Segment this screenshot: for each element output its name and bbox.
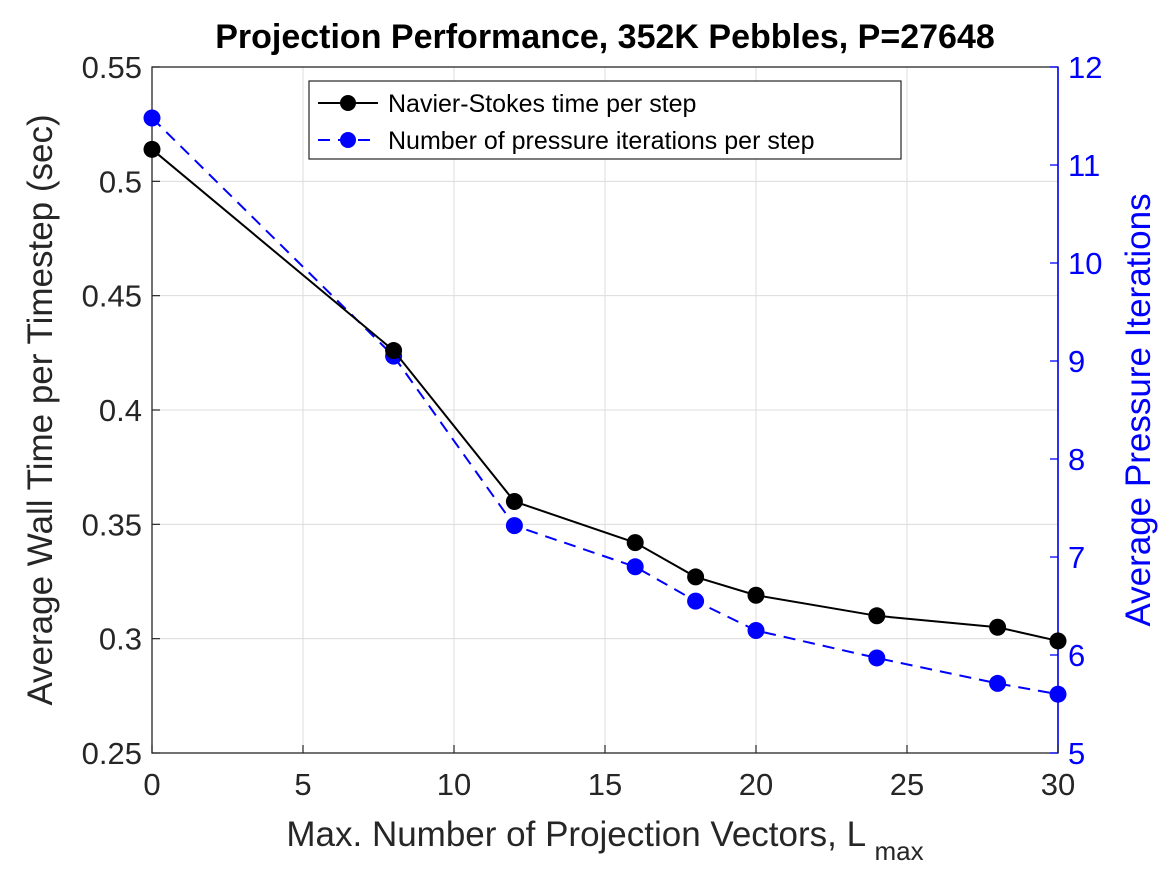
- data-series: [143, 109, 1067, 703]
- y-left-tick-label: 0.25: [82, 736, 142, 771]
- y-left-tick-label: 0.4: [99, 393, 142, 428]
- data-point-navier-stokes: [747, 586, 765, 604]
- data-point-pressure-iterations: [747, 622, 765, 639]
- data-point-pressure-iterations: [687, 592, 705, 610]
- data-point-pressure-iterations: [1049, 685, 1067, 703]
- y-axis-label-right: Average Pressure Iterations: [1119, 193, 1158, 626]
- y-right-tick-label: 10: [1068, 246, 1102, 281]
- legend: Navier-Stokes time per step Number of pr…: [308, 80, 902, 160]
- legend-box: [308, 80, 902, 160]
- data-point-navier-stokes: [385, 342, 403, 360]
- data-point-navier-stokes: [505, 492, 523, 510]
- x-axis-label: Max. Number of Projection Vectors, L max: [286, 815, 923, 866]
- chart-title: Projection Performance, 352K Pebbles, P=…: [215, 18, 995, 56]
- data-point-navier-stokes: [1049, 632, 1067, 650]
- y-right-tick-label: 8: [1068, 442, 1085, 477]
- data-point-navier-stokes: [868, 607, 886, 625]
- y-right-tick-label: 11: [1068, 148, 1100, 183]
- y-left-tick-label: 0.5: [99, 164, 142, 199]
- x-tick-label: 10: [437, 767, 471, 802]
- x-axis-label-subscript: max: [875, 836, 924, 866]
- data-point-pressure-iterations: [505, 517, 523, 535]
- y-left-tick-label: 0.55: [82, 50, 142, 85]
- x-axis-label-text: Max. Number of Projection Vectors, L: [286, 815, 865, 854]
- y-right-tick-label: 6: [1068, 638, 1085, 673]
- data-point-navier-stokes: [687, 568, 705, 586]
- legend-marker-navier-stokes: [340, 95, 356, 111]
- x-tick-label: 25: [890, 767, 924, 802]
- y-right-tick-label: 9: [1068, 344, 1085, 379]
- legend-label-pressure-iterations: Number of pressure iterations per step: [388, 127, 815, 155]
- y-left-tick-label: 0.3: [99, 622, 142, 657]
- data-point-pressure-iterations: [626, 558, 644, 576]
- x-tick-label: 15: [588, 767, 622, 802]
- y-axis-label-left: Average Wall Time per Timestep (sec): [21, 114, 60, 705]
- data-point-pressure-iterations: [143, 109, 161, 127]
- x-tick-label: 0: [143, 767, 160, 802]
- y-right-tick-label: 5: [1068, 736, 1085, 771]
- data-point-navier-stokes: [626, 534, 644, 552]
- data-point-pressure-iterations: [868, 649, 886, 667]
- legend-marker-pressure-iterations: [340, 132, 356, 148]
- y-right-tick-label: 12: [1068, 50, 1102, 85]
- y-right-tick-label: 7: [1068, 540, 1085, 575]
- data-point-navier-stokes: [989, 618, 1007, 636]
- x-tick-label: 5: [294, 767, 311, 802]
- y-left-tick-label: 0.45: [82, 279, 142, 314]
- y-left-tick-label: 0.35: [82, 507, 142, 542]
- data-point-navier-stokes: [143, 140, 161, 158]
- grid-lines: [152, 67, 1058, 753]
- x-tick-label: 20: [739, 767, 773, 802]
- x-tick-label: 30: [1041, 767, 1075, 802]
- legend-label-navier-stokes: Navier-Stokes time per step: [388, 90, 696, 118]
- axis-ticks: 0 5 10 15 20 25 30 0.25 0.3 0.35 0.4 0.45 0.5 0.55 5 6 7…: [82, 50, 1103, 802]
- data-point-pressure-iterations: [989, 674, 1007, 692]
